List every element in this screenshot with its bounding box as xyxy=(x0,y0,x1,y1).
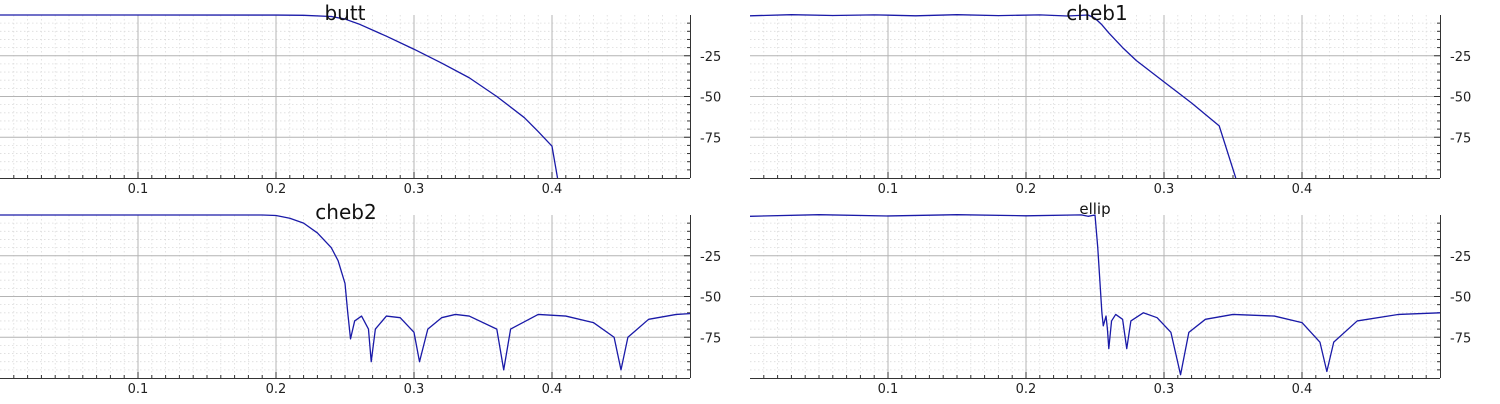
chart-panel-3: 0.1 0.2 0.3 0.4 -25 -50 -75 ellip xyxy=(750,200,1471,397)
axes: 0.1 0.2 0.3 0.4 -25 -50 -75 xyxy=(0,215,721,397)
x-tick-label: 0.3 xyxy=(404,382,425,397)
grid xyxy=(0,15,690,178)
y-tick-label: -50 xyxy=(700,91,721,106)
axes: 0.1 0.2 0.3 0.4 -25 -50 -75 xyxy=(750,15,1471,197)
x-tick-label: 0.2 xyxy=(1016,182,1037,197)
chart-title: cheb1 xyxy=(1066,1,1127,25)
x-tick-label: 0.2 xyxy=(1016,382,1037,397)
x-tick-label: 0.4 xyxy=(542,182,563,197)
grid xyxy=(0,215,690,378)
x-tick-label: 0.3 xyxy=(404,182,425,197)
x-tick-label: 0.3 xyxy=(1154,382,1175,397)
chart-panel-0: 0.1 0.2 0.3 0.4 -25 -50 -75 butt xyxy=(0,1,721,197)
grid xyxy=(750,15,1440,178)
chart-title: butt xyxy=(324,1,365,25)
series-line-0 xyxy=(0,214,690,371)
x-tick-label: 0.1 xyxy=(128,182,149,197)
grid xyxy=(750,215,1440,378)
x-tick-label: 0.1 xyxy=(878,182,899,197)
series-line-0 xyxy=(0,14,559,178)
axes: 0.1 0.2 0.3 0.4 -25 -50 -75 xyxy=(750,215,1471,397)
chart-title: cheb2 xyxy=(315,200,376,224)
x-tick-label: 0.2 xyxy=(266,182,287,197)
y-tick-label: -75 xyxy=(1450,331,1471,346)
chart-title: ellip xyxy=(1079,200,1110,218)
x-tick-label: 0.4 xyxy=(1292,382,1313,397)
x-tick-label: 0.1 xyxy=(878,382,899,397)
y-tick-label: -75 xyxy=(700,331,721,346)
x-tick-label: 0.3 xyxy=(1154,182,1175,197)
y-tick-label: -25 xyxy=(700,250,721,265)
y-tick-label: -25 xyxy=(1450,50,1471,65)
series-line-0 xyxy=(750,214,1440,376)
y-tick-label: -50 xyxy=(1450,91,1471,106)
y-tick-label: -25 xyxy=(1450,250,1471,265)
x-tick-label: 0.1 xyxy=(128,382,149,397)
y-tick-label: -50 xyxy=(700,291,721,306)
y-tick-label: -50 xyxy=(1450,291,1471,306)
y-tick-label: -75 xyxy=(1450,131,1471,146)
axes: 0.1 0.2 0.3 0.4 -25 -50 -75 xyxy=(0,15,721,197)
series-line-0 xyxy=(750,14,1237,178)
x-tick-label: 0.2 xyxy=(266,382,287,397)
y-tick-label: -25 xyxy=(700,50,721,65)
y-tick-label: -75 xyxy=(700,131,721,146)
x-tick-label: 0.4 xyxy=(542,382,563,397)
chart-panel-1: 0.1 0.2 0.3 0.4 -25 -50 -75 cheb1 xyxy=(750,1,1471,197)
x-tick-label: 0.4 xyxy=(1292,182,1313,197)
chart-panel-2: 0.1 0.2 0.3 0.4 -25 -50 -75 cheb2 xyxy=(0,200,721,397)
